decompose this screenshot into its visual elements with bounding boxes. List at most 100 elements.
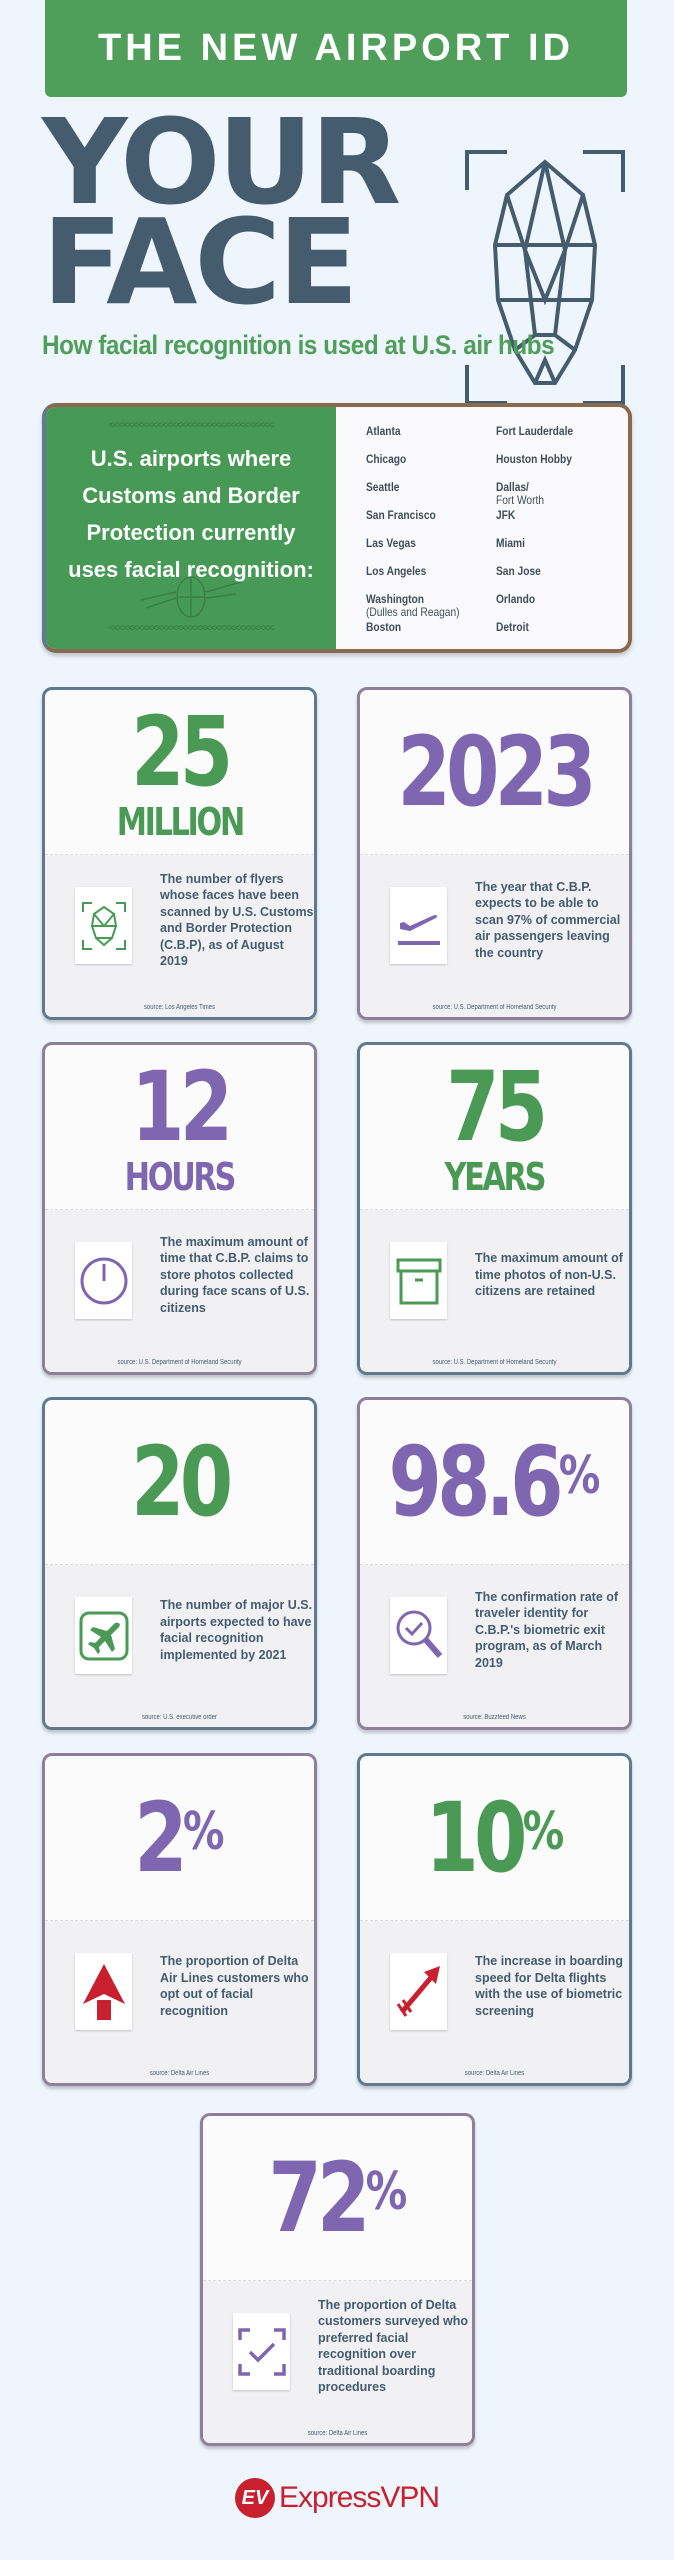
airport-name: Las Vegas — [366, 536, 416, 550]
stat-description: The year that C.B.P. expects to be able … — [475, 865, 629, 975]
stat-value: 2% — [134, 1788, 224, 1888]
stat-description: The number of flyers whose faces have be… — [160, 865, 314, 975]
archive-box-icon — [390, 1242, 447, 1319]
stat-source: source: Delta Air Lines — [149, 2070, 210, 2077]
stat-source: source: Delta Air Lines — [464, 2070, 525, 2077]
airport-item: San Francisco — [366, 509, 477, 537]
stat-unit: YEARS — [444, 1155, 547, 1199]
stat-value: 75 — [446, 1057, 548, 1157]
stat-details: The proportion of Delta Air Lines custom… — [45, 1921, 314, 2083]
stat-number: 25 — [130, 696, 233, 808]
airport-name: Atlanta — [366, 424, 401, 438]
stat-figure: 2% — [45, 1756, 314, 1921]
airport-name: Los Angeles — [366, 564, 427, 578]
stat-source: source: U.S. Department of Homeland Secu… — [117, 1359, 242, 1366]
stat-description-text: The proportion of Delta customers survey… — [318, 2297, 469, 2395]
airport-item: Houston Hobby — [496, 453, 607, 481]
stat-details: The confirmation rate of traveler identi… — [360, 1565, 629, 1727]
stat-value: 25 — [131, 702, 233, 802]
stat-number: 2023 — [397, 716, 596, 828]
airport-item: San Jose — [496, 565, 607, 593]
airport-item: Washington (Dulles and Reagan) — [366, 593, 477, 621]
stat-card: 25 MILLION The number of flyers whose fa… — [42, 687, 317, 1020]
stat-source: source: U.S. Department of Homeland Secu… — [432, 1359, 557, 1366]
expressvpn-logo: EV ExpressVPN — [235, 2478, 440, 2518]
stat-number: 10 — [425, 1782, 527, 1894]
stat-description: The confirmation rate of traveler identi… — [475, 1575, 629, 1685]
airports-heading-panel: <<<<<<<<<<<<<<<<<<<<<<<<<<<<<<<<<< U.S. … — [46, 407, 336, 649]
airport-name: Orlando — [496, 592, 536, 606]
scan-check-icon — [233, 2313, 290, 2390]
stat-description-text: The number of major U.S. airports expect… — [160, 1598, 313, 1662]
stat-number: 72 — [268, 2142, 370, 2254]
airport-name: Miami — [496, 536, 525, 550]
page-title: YOUR FACE — [42, 93, 401, 331]
stat-figure: 25 MILLION — [45, 690, 314, 855]
stat-description: The proportion of Delta Air Lines custom… — [160, 1931, 314, 2041]
stat-card: 12 HOURS The maximum amount of time that… — [42, 1042, 317, 1375]
stat-card: 10% The increase in boarding speed for D… — [357, 1753, 632, 2086]
airport-name: Dallas/ — [496, 480, 529, 494]
stat-unit: MILLION — [116, 800, 245, 844]
stat-figure: 2023 — [360, 690, 629, 855]
stat-suffix: % — [365, 2162, 407, 2222]
airports-list: Atlanta Chicago Seattle San Francisco Las Ve… — [336, 407, 628, 649]
stat-number: 75 — [445, 1051, 548, 1163]
airport-item: Detroit — [496, 621, 607, 649]
stat-figure: 75 YEARS — [360, 1045, 629, 1210]
airport-item: Las Vegas — [366, 537, 477, 565]
stat-unit: HOURS — [124, 1155, 237, 1199]
stat-details: The year that C.B.P. expects to be able … — [360, 855, 629, 1017]
stat-value: 72% — [268, 2148, 407, 2248]
face-scan-icon — [75, 887, 132, 964]
title-line-2: FACE — [42, 193, 359, 331]
expressvpn-logo-mark: EV — [235, 2478, 275, 2518]
stat-value: 12 — [131, 1057, 233, 1157]
face-scan-icon — [465, 150, 625, 405]
chevron-border-icon: <<<<<<<<<<<<<<<<<<<<<<<<<<<<<<<<<< — [108, 623, 275, 634]
stat-source: source: Delta Air Lines — [307, 2430, 368, 2437]
arrow-icon — [390, 1953, 447, 2030]
airport-item: Chicago — [366, 453, 477, 481]
stat-description-text: The year that C.B.P. expects to be able … — [475, 879, 621, 960]
airport-name: Chicago — [366, 452, 407, 466]
airport-item: Orlando — [496, 593, 607, 621]
stat-source: source: Buzzfeed News — [463, 1714, 526, 1721]
stat-source: source: Los Angeles Times — [143, 1004, 216, 1011]
stat-value: 10% — [425, 1788, 564, 1888]
stat-description-text: The maximum amount of time that C.B.P. c… — [160, 1234, 310, 1315]
delta-logo-icon — [75, 1953, 132, 2030]
title-line-1: YOUR — [42, 93, 401, 231]
airport-name: Houston Hobby — [496, 452, 572, 466]
stat-figure: 10% — [360, 1756, 629, 1921]
brand-name: ExpressVPN — [279, 2481, 440, 2514]
airport-item: JFK — [496, 509, 607, 537]
stat-description-text: The proportion of Delta Air Lines custom… — [160, 1954, 309, 2018]
stat-figure: 12 HOURS — [45, 1045, 314, 1210]
stat-number: 2 — [134, 1782, 187, 1894]
stat-description-text: The number of flyers whose faces have be… — [160, 871, 314, 969]
stat-value: 2023 — [397, 722, 596, 822]
airport-item: Fort Lauderdale — [496, 425, 607, 453]
stat-description: The number of major U.S. airports expect… — [160, 1575, 314, 1685]
airport-name: Washington — [366, 592, 424, 606]
stat-number: 98.6 — [388, 1426, 564, 1538]
stat-figure: 72% — [203, 2116, 472, 2281]
airport-name: Seattle — [366, 480, 400, 494]
airport-item: Boston — [366, 621, 477, 649]
airport-item: Seattle — [366, 481, 477, 509]
chevron-border-icon: <<<<<<<<<<<<<<<<<<<<<<<<<<<<<<<<<< — [108, 420, 275, 431]
stat-details: The maximum amount of time photos of non… — [360, 1210, 629, 1372]
airport-name: Detroit — [496, 620, 529, 634]
airport-item: Los Angeles — [366, 565, 477, 593]
stat-description: The proportion of Delta customers survey… — [318, 2291, 472, 2401]
stat-description-text: The maximum amount of time photos of non… — [475, 1251, 623, 1299]
stat-card: 20 The number of major U.S. airports exp… — [42, 1397, 317, 1730]
airport-name: San Jose — [496, 564, 541, 578]
stat-details: The increase in boarding speed for Delta… — [360, 1921, 629, 2083]
header-banner: THE NEW AIRPORT ID — [45, 0, 627, 97]
airports-column-1: Atlanta Chicago Seattle San Francisco Las Ve… — [366, 425, 496, 649]
stat-details: The proportion of Delta customers survey… — [203, 2281, 472, 2443]
stat-source: source: U.S. executive order — [141, 1714, 218, 1721]
airport-name: Boston — [366, 620, 402, 634]
